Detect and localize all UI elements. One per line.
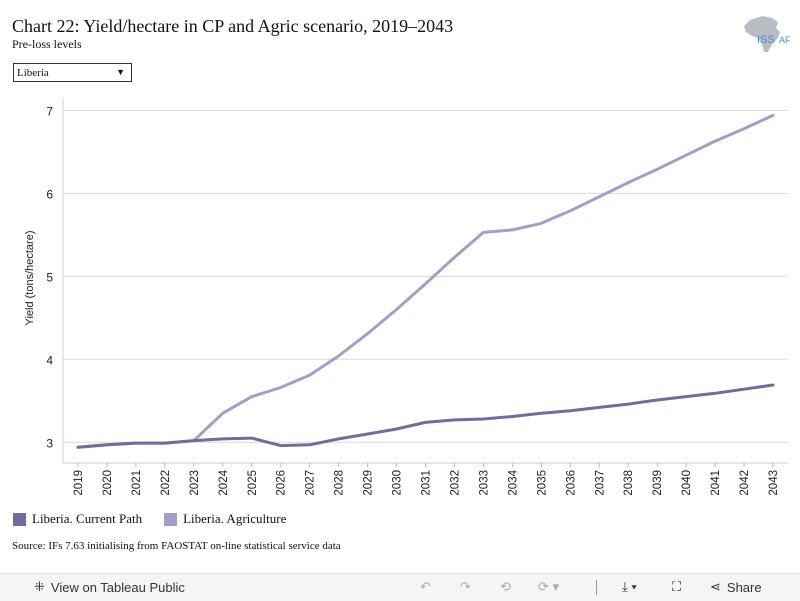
fullscreen-icon[interactable]: ⛶ bbox=[672, 579, 682, 594]
legend-swatch-current-path bbox=[13, 512, 26, 526]
legend-item-current-path[interactable]: Liberia. Current Path bbox=[13, 511, 142, 527]
tableau-icon: ⁜ bbox=[34, 579, 45, 594]
y-tick-label: 3 bbox=[46, 436, 53, 450]
source-note: Source: IFs 7.63 initialising from FAOST… bbox=[12, 540, 341, 552]
refresh-icon[interactable]: ⟳ ▾ bbox=[538, 579, 560, 594]
africa-map-icon bbox=[744, 16, 780, 52]
undo-icon[interactable]: ↶ bbox=[420, 579, 431, 594]
chart-title: Chart 22: Yield/hectare in CP and Agric … bbox=[12, 16, 454, 36]
x-tick-label: 2042 bbox=[739, 470, 751, 496]
logo-text-af: AF bbox=[779, 35, 791, 45]
series-layer bbox=[76, 113, 775, 449]
dropdown-arrow-icon: ▼ bbox=[116, 67, 125, 77]
x-tick-label: 2037 bbox=[594, 470, 606, 496]
axis-layer: 3 4 5 6 7 2019 2020 2021 2022 2023 2024 2025 2026 202… bbox=[46, 98, 788, 496]
y-tick-label: 6 bbox=[46, 187, 53, 201]
view-on-tableau-label: View on Tableau Public bbox=[50, 579, 185, 595]
legend-swatch-agriculture bbox=[164, 512, 178, 526]
y-tick-label: 7 bbox=[46, 104, 53, 118]
issafrica-logo[interactable]: ISS AF bbox=[740, 14, 792, 54]
x-tick-label: 2033 bbox=[478, 470, 490, 496]
chart-legend: Liberia. Current Path Liberia. Agricultu… bbox=[13, 511, 286, 527]
share-icon: ⋖ bbox=[710, 579, 721, 594]
x-tick-label: 2024 bbox=[218, 469, 230, 495]
x-tick-label: 2029 bbox=[363, 470, 375, 496]
x-tick-label: 2043 bbox=[768, 470, 780, 496]
country-filter-dropdown[interactable]: Liberia ▼ bbox=[13, 63, 132, 82]
x-tick-label: 2034 bbox=[507, 469, 519, 495]
x-tick-label: 2021 bbox=[131, 470, 143, 496]
x-tick-label: 2028 bbox=[334, 470, 346, 496]
logo-text-iss: ISS bbox=[757, 34, 775, 46]
x-tick-label: 2019 bbox=[73, 470, 85, 496]
x-tick-label: 2036 bbox=[565, 470, 577, 496]
redo-icon[interactable]: ↷ bbox=[460, 579, 471, 594]
x-tick-label: 2025 bbox=[247, 470, 259, 496]
x-tick-label: 2022 bbox=[160, 470, 172, 496]
x-tick-label: 2038 bbox=[623, 470, 635, 496]
view-on-tableau-button[interactable]: ⁜ View on Tableau Public bbox=[34, 579, 185, 595]
tableau-toolbar: ⁜ View on Tableau Public ↶ ↷ ⟲ ⟳ ▾ ⤓ ▾ ⛶… bbox=[0, 573, 800, 601]
share-button[interactable]: ⋖ Share bbox=[710, 579, 762, 595]
chart-subtitle: Pre-loss levels bbox=[12, 37, 82, 51]
x-tick-label: 2027 bbox=[305, 470, 317, 496]
toolbar-divider bbox=[596, 580, 597, 595]
legend-label-current-path: Liberia. Current Path bbox=[32, 511, 143, 526]
y-axis-label: Yield (tons/hectare) bbox=[24, 231, 36, 326]
x-tick-label: 2026 bbox=[276, 470, 288, 496]
x-tick-label: 2035 bbox=[536, 470, 548, 496]
x-tick-label: 2023 bbox=[189, 470, 201, 496]
legend-item-agriculture[interactable]: Liberia. Agriculture bbox=[164, 511, 286, 527]
country-filter-value: Liberia bbox=[17, 66, 49, 79]
x-tick-label: 2030 bbox=[392, 470, 404, 496]
x-tick-label: 2032 bbox=[449, 470, 461, 496]
x-tick-label: 2039 bbox=[652, 470, 664, 496]
x-tick-label: 2020 bbox=[102, 470, 114, 496]
revert-icon[interactable]: ⟲ bbox=[500, 579, 511, 594]
series-line-current-path bbox=[76, 383, 775, 449]
x-tick-label: 2040 bbox=[681, 470, 693, 496]
share-label: Share bbox=[726, 579, 762, 595]
y-tick-label: 4 bbox=[46, 353, 53, 367]
grid-layer bbox=[63, 109, 788, 443]
yield-line-chart: 3 4 5 6 7 2019 2020 2021 2022 2023 2024 2025 2026 202… bbox=[24, 98, 788, 496]
legend-label-agriculture: Liberia. Agriculture bbox=[183, 511, 287, 526]
x-tick-label: 2031 bbox=[421, 470, 433, 496]
y-tick-label: 5 bbox=[46, 270, 53, 284]
download-icon[interactable]: ⤓ ▾ bbox=[622, 579, 637, 594]
x-tick-label: 2041 bbox=[710, 470, 722, 496]
